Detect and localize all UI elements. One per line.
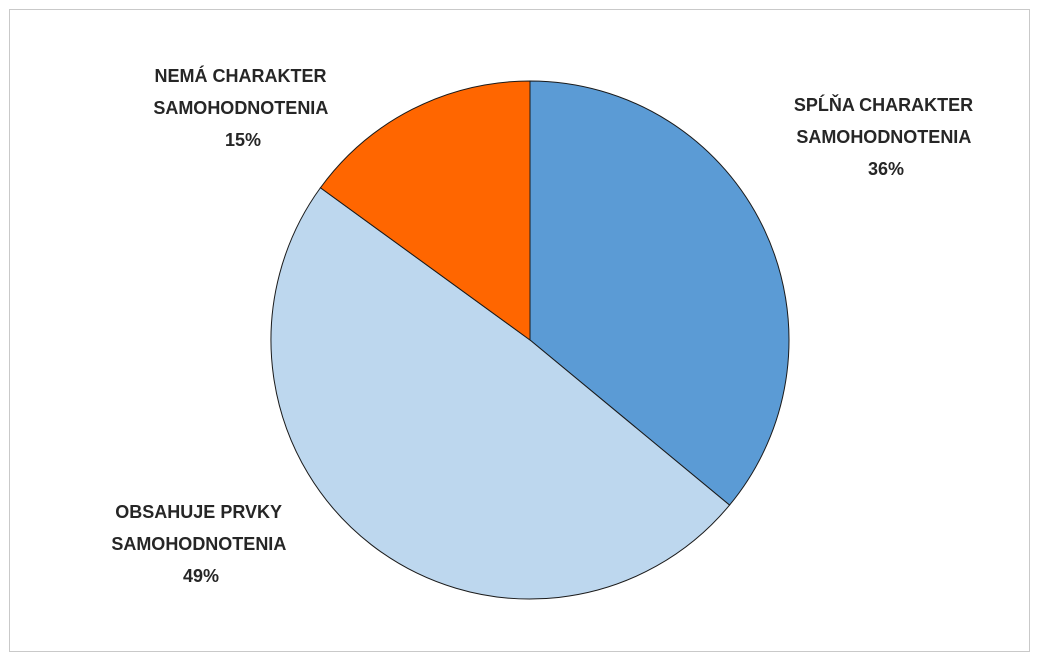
- slice-label-2: NEMÁ CHARAKTER SAMOHODNOTENIA 15%: [153, 65, 332, 150]
- slice-label-1: OBSAHUJE PRVKY SAMOHODNOTENIA 49%: [111, 502, 290, 586]
- slice-label-2-line-1: SAMOHODNOTENIA: [153, 98, 328, 118]
- slice-label-2-line-0: NEMÁ CHARAKTER: [154, 65, 326, 86]
- pie-slice-1: [270, 187, 731, 600]
- pie-slice-2: [319, 80, 531, 341]
- pie-slices: [270, 80, 790, 600]
- slice-label-1-percent: 49%: [183, 566, 219, 586]
- pie-labels: SPĹŇA CHARAKTER SAMOHODNOTENIA 36% OBSAH…: [111, 65, 978, 586]
- slice-label-2-percent: 15%: [225, 130, 261, 150]
- slice-label-1-line-0: OBSAHUJE PRVKY: [115, 502, 282, 522]
- pie-slice-0: [529, 80, 790, 506]
- slice-label-0-line-0: SPĹŇA CHARAKTER: [794, 94, 973, 115]
- slice-label-1-line-1: SAMOHODNOTENIA: [111, 534, 286, 554]
- slice-label-0-percent: 36%: [868, 159, 904, 179]
- slice-label-0: SPĹŇA CHARAKTER SAMOHODNOTENIA 36%: [794, 94, 978, 179]
- slice-label-0-line-1: SAMOHODNOTENIA: [796, 127, 971, 147]
